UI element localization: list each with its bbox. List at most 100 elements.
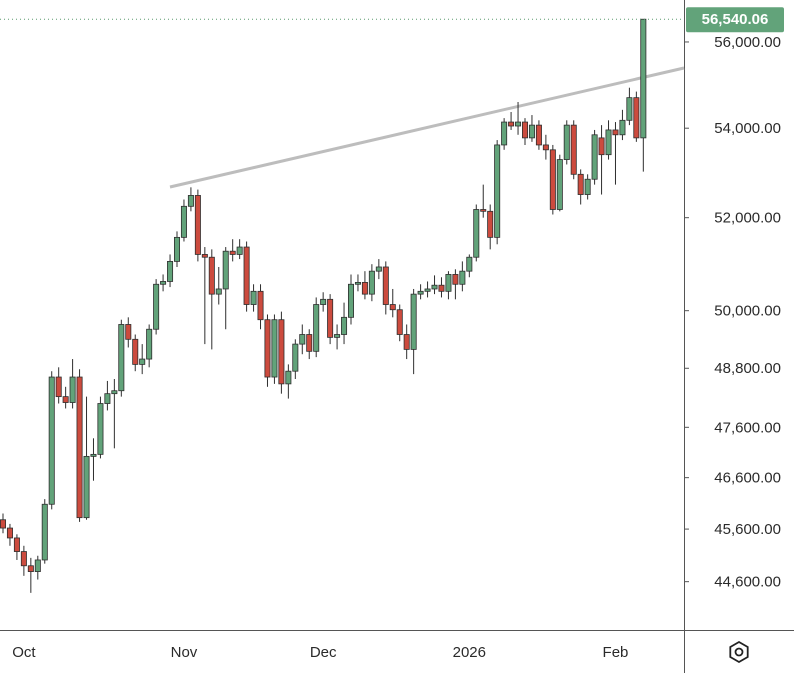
candle-body	[299, 334, 306, 345]
candle-body	[633, 97, 640, 139]
candle-body	[466, 256, 473, 272]
candle-body	[535, 124, 542, 146]
candle-body	[48, 376, 55, 505]
candle-body	[118, 324, 125, 392]
candle-body	[459, 270, 466, 285]
candle-body	[487, 210, 494, 238]
candle-body	[257, 290, 264, 321]
candle-body	[605, 129, 612, 156]
candle-body	[452, 274, 459, 285]
candle-body	[6, 527, 13, 539]
candle-body	[222, 250, 229, 290]
settings-hexagon	[729, 640, 749, 664]
candle-body	[41, 503, 48, 561]
candle-body	[389, 304, 396, 311]
candle-body	[431, 284, 438, 290]
x-tick-label: Dec	[310, 644, 337, 661]
candle-body	[494, 144, 501, 238]
candle-body	[264, 319, 271, 378]
candle-body	[320, 298, 327, 305]
candle-body	[556, 159, 563, 210]
candle-body	[250, 290, 257, 305]
candle-body	[528, 124, 535, 139]
candle-body	[34, 559, 41, 572]
candle-body	[619, 119, 626, 136]
candle-body	[612, 129, 619, 136]
candle-body	[278, 319, 285, 385]
candle-body	[396, 309, 403, 335]
candle-body	[292, 343, 299, 372]
candle-body	[243, 246, 250, 305]
candle-body	[354, 281, 361, 285]
y-tick-label: 50,000.00	[714, 303, 781, 320]
candle-body	[90, 453, 97, 457]
candle-body	[438, 284, 445, 292]
candle-body	[522, 121, 529, 139]
last-price-box	[686, 7, 784, 33]
candle-body	[584, 178, 591, 195]
candle-body	[187, 195, 194, 207]
candle-body	[160, 281, 167, 285]
candle-body	[382, 266, 389, 305]
candle-body	[13, 537, 20, 552]
candle-body	[577, 173, 584, 195]
candle-body	[508, 121, 515, 127]
candle-body	[313, 304, 320, 352]
candle-body	[167, 260, 174, 282]
settings-icon[interactable]	[729, 640, 749, 664]
candle-body	[139, 358, 146, 365]
candle-body	[173, 236, 180, 262]
candle-body	[515, 121, 522, 127]
candle-body	[125, 324, 132, 340]
x-tick-label: Oct	[12, 644, 36, 661]
candle-body	[236, 246, 243, 255]
candle-body	[111, 390, 118, 395]
candle-body	[445, 274, 452, 292]
candle-body	[180, 205, 187, 238]
x-tick-label: Feb	[603, 644, 629, 661]
candle-body	[473, 209, 480, 258]
candle-body	[83, 455, 90, 519]
candle-body	[208, 256, 215, 295]
candle-body	[549, 149, 556, 210]
candle-body	[542, 144, 549, 151]
candle-body	[97, 403, 104, 455]
candle-body	[626, 97, 633, 121]
last-price-label: 56,540.06	[702, 11, 769, 28]
y-tick-label: 46,600.00	[714, 470, 781, 487]
candle-body	[27, 565, 34, 572]
candle-body	[368, 270, 375, 295]
x-tick-label: Nov	[171, 644, 198, 661]
y-tick-label: 48,800.00	[714, 360, 781, 377]
candle-body	[76, 376, 83, 519]
candle-body	[327, 298, 334, 338]
candle-body	[306, 334, 313, 352]
candle-body	[598, 137, 605, 156]
candle-body	[563, 124, 570, 160]
settings-circle	[734, 647, 744, 657]
candle-body	[640, 18, 647, 139]
candle-body	[0, 519, 6, 529]
candle-body	[132, 338, 139, 365]
x-tick-label: 2026	[453, 644, 486, 661]
candle-body	[417, 290, 424, 295]
candle-body	[403, 334, 410, 350]
trend-line[interactable]	[169, 66, 685, 189]
candle-body	[271, 319, 278, 378]
candle-body	[480, 209, 487, 212]
y-tick-label: 56,000.00	[714, 34, 781, 51]
candle-body	[55, 376, 62, 398]
candle-body	[501, 121, 508, 146]
candle-body	[361, 281, 368, 295]
candle-body	[229, 250, 236, 255]
candle-body	[375, 266, 382, 272]
candle-body	[570, 124, 577, 175]
y-tick-label: 44,600.00	[714, 574, 781, 591]
candle-body	[410, 293, 417, 350]
candle-body	[194, 195, 201, 255]
candle-body	[347, 283, 354, 318]
candle-body	[424, 288, 431, 292]
y-tick-label: 47,600.00	[714, 419, 781, 436]
